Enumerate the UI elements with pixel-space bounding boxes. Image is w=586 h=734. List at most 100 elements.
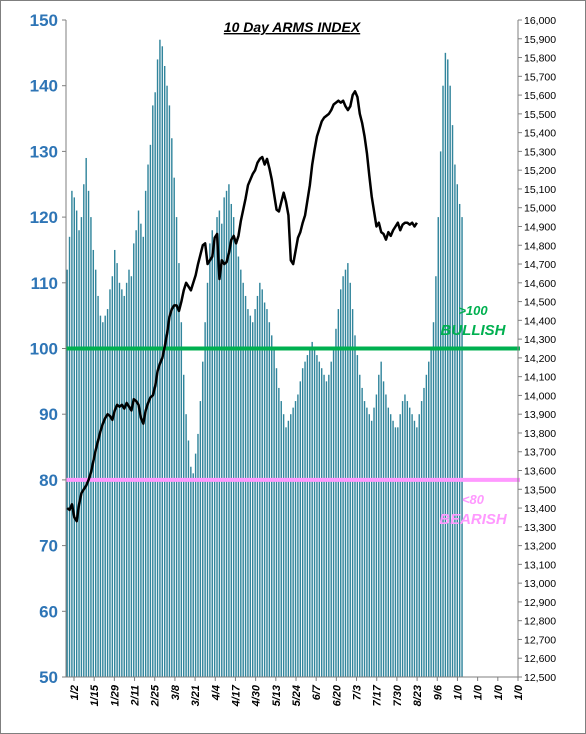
arms-bar xyxy=(370,420,373,677)
arms-bar xyxy=(332,348,335,677)
arms-bar xyxy=(135,230,137,678)
left-axis-tick-label: 110 xyxy=(31,274,58,293)
arms-bar xyxy=(232,217,235,677)
arms-bar xyxy=(437,217,439,677)
arms-bar xyxy=(294,401,297,677)
arms-bar xyxy=(397,427,399,677)
arms-bar xyxy=(458,203,461,677)
arms-bar xyxy=(149,144,152,677)
right-axis-tick-label: 13,200 xyxy=(524,541,556,553)
bullish-label: BULLISH xyxy=(441,322,507,339)
arms-bar xyxy=(263,302,266,677)
bearish-label: BEARISH xyxy=(439,511,508,528)
arms-bar xyxy=(202,361,204,677)
arms-bar xyxy=(401,401,404,677)
left-axis-tick-label: 70 xyxy=(39,537,58,556)
arms-bar xyxy=(363,401,366,677)
arms-bar xyxy=(66,269,68,677)
arms-bar xyxy=(261,289,263,677)
x-axis-tick-label: 3/8 xyxy=(170,684,182,700)
arms-bar xyxy=(380,361,382,677)
arms-bar xyxy=(375,394,378,677)
arms-bar xyxy=(425,374,428,677)
arms-bar xyxy=(382,381,385,677)
right-axis-tick-label: 14,300 xyxy=(524,334,556,346)
arms-bar xyxy=(361,387,363,677)
arms-bar xyxy=(75,210,78,677)
arms-bar xyxy=(392,420,394,677)
right-axis-tick-label: 14,100 xyxy=(524,372,556,384)
x-axis-tick-label: 1/0 xyxy=(452,684,464,700)
arms-bar xyxy=(423,387,425,677)
arms-bar xyxy=(225,190,228,677)
arms-bar xyxy=(454,164,456,678)
arms-bar xyxy=(313,348,316,677)
right-axis-tick-label: 16,000 xyxy=(524,15,556,27)
arms-bar xyxy=(323,374,325,677)
arms-bar xyxy=(230,203,233,677)
right-axis-tick-label: 14,400 xyxy=(524,315,556,327)
x-axis-tick-label: 7/30 xyxy=(392,684,404,706)
right-axis-tick-label: 14,700 xyxy=(524,259,556,271)
x-axis-tick-label: 4/17 xyxy=(230,684,242,707)
arms-bar xyxy=(209,243,211,677)
arms-bar xyxy=(439,151,442,677)
right-axis-tick-label: 13,700 xyxy=(524,447,556,459)
x-axis-tick-label: 1/15 xyxy=(89,684,101,706)
right-axis-tick-label: 14,600 xyxy=(524,278,556,290)
arms-bar xyxy=(78,230,80,678)
arms-bar xyxy=(304,361,306,677)
arms-bar xyxy=(287,420,290,677)
arms-bar xyxy=(211,230,213,678)
arms-bar xyxy=(90,217,92,677)
left-axis-tick-label: 50 xyxy=(39,668,58,687)
arms-bar xyxy=(197,433,199,677)
chart-title: 10 Day ARMS INDEX xyxy=(224,19,362,35)
arms-bar xyxy=(168,105,171,677)
arms-bar xyxy=(268,322,271,677)
arms-bar xyxy=(256,295,259,677)
reference-lines-layer: >100 BULLISH <80 BEARISH xyxy=(66,303,520,528)
arms-bar xyxy=(171,138,173,677)
arms-bar xyxy=(228,184,230,677)
arms-bar xyxy=(316,355,318,677)
arms-bar xyxy=(121,289,123,677)
arms-bar xyxy=(71,190,73,677)
right-axis-tick-label: 13,900 xyxy=(524,409,556,421)
right-axis-tick-label: 12,800 xyxy=(524,616,556,628)
arms-bar xyxy=(337,309,340,677)
right-axis-tick-label: 12,600 xyxy=(524,653,556,665)
right-axis-tick-label: 15,600 xyxy=(524,90,556,102)
right-axis-tick-label: 12,700 xyxy=(524,634,556,646)
arms-bar xyxy=(130,276,133,677)
x-axis-tick-label: 1/0 xyxy=(493,684,505,700)
arms-bar xyxy=(109,289,111,677)
x-axis-tick-label: 1/2 xyxy=(69,685,81,700)
arms-bar xyxy=(80,217,83,677)
arms-bar xyxy=(271,335,273,677)
arms-bar xyxy=(240,269,242,677)
left-axis-tick-label: 150 xyxy=(30,11,58,30)
arms-bar xyxy=(114,249,116,677)
right-axis-tick-label: 13,400 xyxy=(524,503,556,515)
arms-bar xyxy=(318,361,321,677)
arms-bar xyxy=(278,387,280,677)
arms-bar xyxy=(99,315,102,677)
arms-bar xyxy=(435,276,437,677)
arms-bar xyxy=(173,177,175,677)
arms-bar xyxy=(416,427,418,677)
arms-bar xyxy=(199,401,202,677)
arms-bar xyxy=(301,368,304,677)
arms-bar xyxy=(297,394,299,677)
arms-bar xyxy=(356,355,359,677)
arms-bar xyxy=(175,217,178,677)
left-axis-tick-label: 100 xyxy=(30,340,58,359)
arms-bar xyxy=(311,341,313,677)
arms-bar xyxy=(299,381,301,677)
arms-bar xyxy=(94,269,97,677)
index-line-layer xyxy=(66,90,418,523)
arms-bar xyxy=(325,381,328,677)
arms-bar xyxy=(213,236,216,677)
right-axis-tick-label: 14,200 xyxy=(524,353,556,365)
